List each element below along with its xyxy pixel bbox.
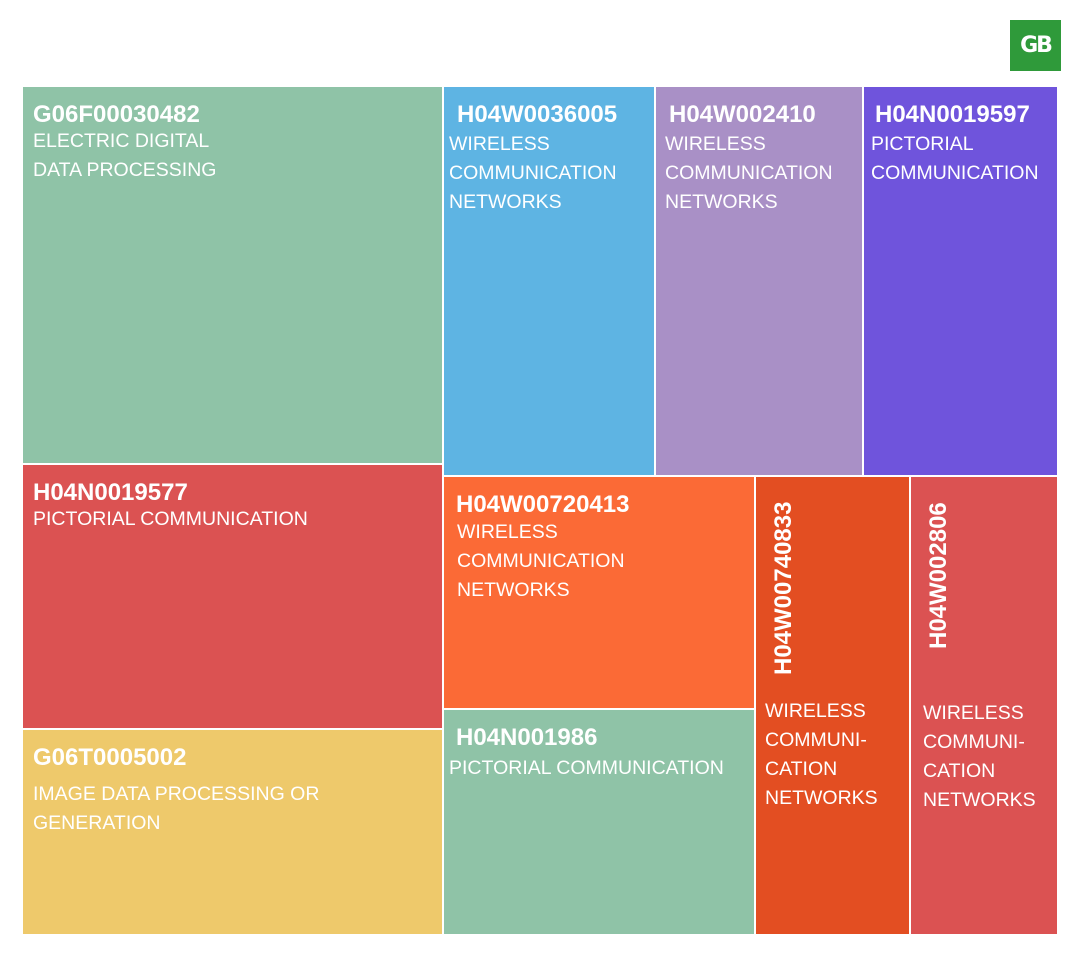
tile-code: H04W00720413 (456, 491, 630, 518)
tile-label: WIRELESS COMMUNICATION NETWORKS (449, 133, 617, 213)
gb-logo: GB (1010, 20, 1061, 71)
treemap-tile: H04N001986 PICTORIAL COMMUNICATION (443, 709, 755, 935)
tile-code: H04N0019577 (33, 479, 188, 506)
tile-label: PICTORIAL COMMUNICATION (33, 508, 308, 530)
tile-label: PICTORIAL COMMUNICATION (449, 757, 724, 779)
treemap-tile: H04W00740833 WIRELESS COMMUNI- CATION NET… (755, 476, 910, 935)
tile-code: H04W002806 (925, 502, 952, 649)
tile-label: ELECTRIC DIGITAL DATA PROCESSING (33, 130, 217, 181)
tile-label: IMAGE DATA PROCESSING OR GENERATION (33, 783, 320, 834)
tile-label: WIRELESS COMMUNICATION NETWORKS (457, 521, 625, 601)
tile-label: WIRELESS COMMUNI- CATION NETWORKS (923, 702, 1036, 811)
tile-code: H04N001986 (456, 724, 598, 751)
treemap-tile: H04N0019597 PICTORIAL COMMUNICATION (863, 86, 1058, 476)
treemap-tile: H04W00720413 WIRELESS COMMUNICATION NETWO… (443, 476, 755, 709)
treemap-tile: H04W0036005 WIRELESS COMMUNICATION NETWOR… (443, 86, 655, 476)
tile-code: G06T0005002 (33, 744, 187, 771)
tile-label: WIRELESS COMMUNI- CATION NETWORKS (765, 700, 878, 809)
tile-label: WIRELESS COMMUNICATION NETWORKS (665, 133, 833, 213)
tile-code: H04N0019597 (875, 101, 1030, 128)
tile-code: H04W00740833 (770, 501, 797, 675)
treemap-tile: H04N0019577 PICTORIAL COMMUNICATION (22, 464, 443, 729)
treemap-tile: H04W002410 WIRELESS COMMUNICATION NETWORK… (655, 86, 863, 476)
tile-label: PICTORIAL COMMUNICATION (871, 133, 1039, 184)
tile-code: H04W002410 (669, 101, 816, 128)
tile-code: H04W0036005 (457, 101, 618, 128)
treemap-tile: G06F00030482 ELECTRIC DIGITAL DATA PROCES… (22, 86, 443, 464)
treemap-tile: H04W002806 WIRELESS COMMUNI- CATION NETWO… (910, 476, 1058, 935)
tile-code: G06F00030482 (33, 101, 200, 128)
treemap-tile: G06T0005002 IMAGE DATA PROCESSING OR GENE… (22, 729, 443, 935)
